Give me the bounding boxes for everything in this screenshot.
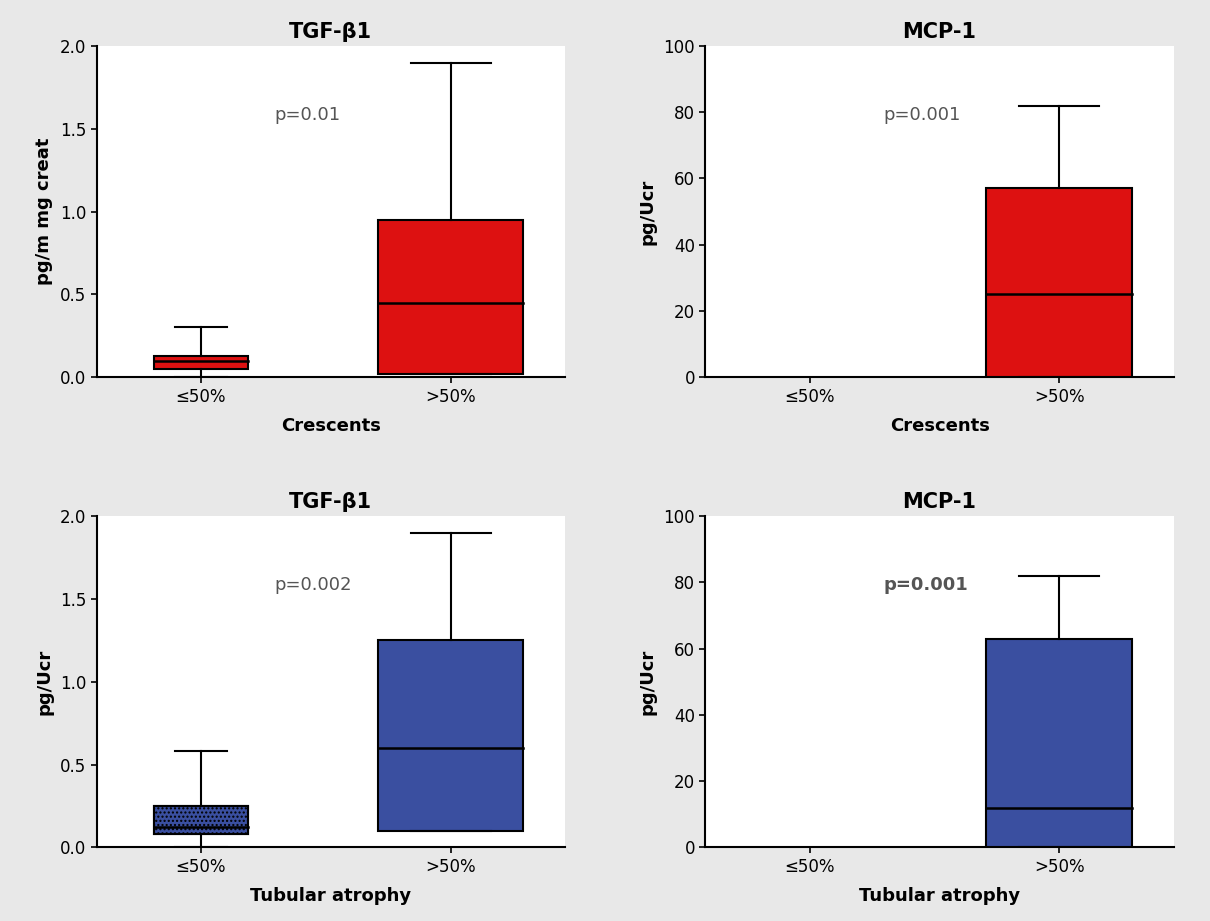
- Bar: [986, 639, 1133, 847]
- Y-axis label: pg/Ucr: pg/Ucr: [35, 648, 53, 715]
- Bar: [154, 356, 248, 369]
- Y-axis label: pg/m mg creat: pg/m mg creat: [35, 138, 53, 286]
- Title: TGF-β1: TGF-β1: [289, 492, 373, 512]
- Bar: [154, 806, 248, 834]
- Text: p=0.001: p=0.001: [883, 576, 968, 594]
- Text: p=0.001: p=0.001: [883, 106, 961, 123]
- Bar: [378, 640, 524, 831]
- Title: TGF-β1: TGF-β1: [289, 22, 373, 41]
- X-axis label: Crescents: Crescents: [889, 416, 990, 435]
- Bar: [986, 189, 1133, 378]
- Bar: [154, 806, 248, 834]
- Text: p=0.002: p=0.002: [275, 576, 352, 594]
- X-axis label: Tubular atrophy: Tubular atrophy: [859, 887, 1020, 904]
- Y-axis label: pg/Ucr: pg/Ucr: [639, 648, 657, 715]
- Bar: [378, 220, 524, 374]
- Text: p=0.01: p=0.01: [275, 106, 341, 123]
- Title: MCP-1: MCP-1: [903, 22, 976, 41]
- X-axis label: Crescents: Crescents: [281, 416, 381, 435]
- Title: MCP-1: MCP-1: [903, 492, 976, 512]
- X-axis label: Tubular atrophy: Tubular atrophy: [250, 887, 411, 904]
- Y-axis label: pg/Ucr: pg/Ucr: [639, 179, 657, 245]
